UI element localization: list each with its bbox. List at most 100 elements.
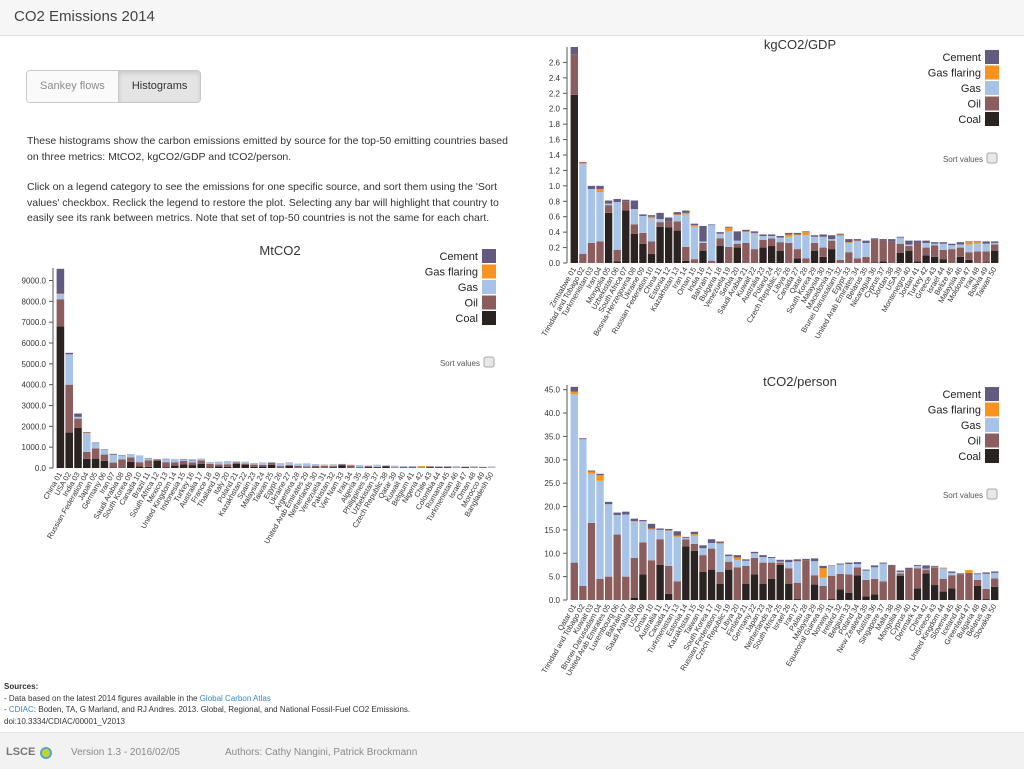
legend-item-oil[interactable]: Oil: [968, 96, 999, 111]
bar-segment-cement[interactable]: [802, 558, 810, 561]
legend-swatch[interactable]: [985, 418, 999, 432]
bar-segment-oil[interactable]: [922, 247, 930, 256]
bar-segment-gas[interactable]: [373, 464, 381, 467]
bar-segment-gas[interactable]: [162, 459, 170, 463]
bar-segment-oil[interactable]: [776, 562, 784, 565]
bar-libya-26[interactable]: [785, 232, 793, 263]
bar-mongolia-39[interactable]: [896, 570, 905, 600]
bar-segment-cement[interactable]: [118, 455, 126, 456]
tab-histograms[interactable]: Histograms: [117, 71, 201, 102]
bar-segment-cement[interactable]: [896, 236, 905, 238]
bar-segment-coal[interactable]: [443, 467, 452, 468]
bar-segment-cement[interactable]: [647, 523, 656, 529]
bar-segment-oil[interactable]: [759, 562, 767, 584]
bar-segment-oil[interactable]: [776, 242, 784, 251]
bar-segment-coal[interactable]: [853, 575, 862, 600]
bar-segment-cement[interactable]: [793, 232, 802, 235]
bar-segment-coal[interactable]: [223, 466, 232, 468]
bar-segment-oil[interactable]: [91, 448, 100, 459]
bar-viet-nam-33[interactable]: [338, 463, 346, 468]
legend-swatch[interactable]: [985, 81, 999, 95]
bar-segment-gas[interactable]: [991, 572, 999, 579]
bar-segment-oil[interactable]: [870, 239, 879, 263]
bar-segment-oil[interactable]: [759, 239, 767, 248]
bar-segment-oil[interactable]: [802, 560, 810, 600]
bar-estonia-12[interactable]: [664, 217, 673, 263]
bar-india-03[interactable]: [74, 413, 82, 468]
bar-segment-oil[interactable]: [364, 466, 373, 468]
bar-segment-gas[interactable]: [922, 568, 930, 570]
bar-czech-republic-25[interactable]: [776, 236, 784, 263]
bar-nigeria-42[interactable]: [417, 466, 425, 469]
bar-segment-gas-flaring[interactable]: [596, 188, 604, 193]
bar-segment-cement[interactable]: [922, 565, 930, 569]
bar-segment-gas[interactable]: [391, 465, 399, 468]
bar-segment-cement[interactable]: [596, 185, 604, 189]
bar-segment-gas[interactable]: [100, 449, 109, 455]
bar-segment-gas-flaring[interactable]: [83, 432, 91, 434]
bar-segment-oil[interactable]: [656, 222, 664, 227]
bar-segment-oil[interactable]: [408, 466, 417, 468]
bar-spain-23[interactable]: [250, 463, 258, 468]
bar-malaysia-24[interactable]: [259, 462, 267, 468]
bar-segment-gas[interactable]: [656, 219, 664, 223]
bar-turkmenistan-46[interactable]: [452, 466, 461, 468]
bar-segment-cement[interactable]: [673, 531, 681, 536]
bar-segment-coal[interactable]: [776, 564, 784, 600]
bar-segment-cement[interactable]: [682, 210, 690, 213]
bar-segment-gas[interactable]: [579, 164, 587, 254]
bar-segment-cement[interactable]: [630, 200, 639, 209]
bar-segment-coal[interactable]: [664, 593, 673, 600]
bar-malaysia-46[interactable]: [956, 242, 965, 263]
bar-trinidad-and-tobago-02[interactable]: [579, 161, 587, 263]
bar-segment-gas[interactable]: [836, 564, 844, 574]
bar-taiwan-25[interactable]: [267, 461, 276, 469]
bar-segment-oil[interactable]: [707, 548, 716, 570]
bar-segment-gas-flaring[interactable]: [819, 568, 827, 578]
bar-segment-oil[interactable]: [905, 246, 913, 251]
bar-segment-gas[interactable]: [759, 236, 767, 240]
bar-segment-gas[interactable]: [639, 521, 647, 543]
bar-segment-gas[interactable]: [647, 218, 656, 242]
bar-segment-gas[interactable]: [604, 504, 613, 577]
bar-segment-coal[interactable]: [930, 585, 939, 600]
cdiac-link[interactable]: CDIAC: [8, 705, 34, 714]
bar-segment-oil[interactable]: [56, 299, 65, 327]
bar-segment-gas[interactable]: [733, 560, 741, 568]
bar-segment-coal[interactable]: [725, 569, 733, 600]
bar-malaysia-29[interactable]: [810, 558, 819, 600]
bar-segment-cement[interactable]: [570, 47, 578, 55]
bar-segment-oil[interactable]: [179, 460, 188, 465]
bar-segment-gas[interactable]: [487, 466, 496, 468]
bar-segment-oil[interactable]: [285, 464, 293, 466]
bar-segment-cement[interactable]: [579, 161, 587, 163]
bar-segment-cement[interactable]: [922, 240, 930, 243]
bar-segment-cement[interactable]: [109, 453, 117, 455]
bar-segment-cement[interactable]: [690, 223, 699, 226]
bar-romania-45[interactable]: [443, 466, 452, 468]
bar-segment-gas[interactable]: [461, 466, 469, 467]
bar-segment-gas[interactable]: [682, 214, 690, 247]
bar-segment-oil[interactable]: [673, 581, 681, 600]
bar-segment-cement[interactable]: [948, 243, 956, 246]
bar-libya-20[interactable]: [733, 555, 741, 600]
bar-segment-gas-flaring[interactable]: [587, 471, 596, 474]
bar-qatar-28[interactable]: [802, 231, 810, 263]
legend-item-oil[interactable]: Oil: [968, 433, 999, 448]
bar-bosnia-herzegovina-08[interactable]: [630, 200, 639, 263]
bar-segment-cement[interactable]: [862, 569, 870, 571]
bar-segment-coal[interactable]: [810, 584, 819, 600]
bar-segment-gas[interactable]: [294, 463, 302, 466]
bar-segment-gas[interactable]: [845, 564, 853, 575]
bar-segment-cement[interactable]: [845, 239, 853, 243]
bar-segment-coal[interactable]: [759, 247, 767, 263]
legend-label[interactable]: Gas flaring: [928, 405, 981, 417]
bar-segment-coal[interactable]: [435, 467, 443, 468]
bar-ukraine-09[interactable]: [639, 214, 647, 263]
bar-south-korea-17[interactable]: [707, 539, 716, 600]
bar-segment-oil[interactable]: [613, 249, 621, 262]
bar-segment-gas-flaring[interactable]: [647, 528, 656, 530]
bar-segment-coal[interactable]: [215, 466, 223, 468]
bar-segment-gas[interactable]: [647, 529, 656, 561]
bar-segment-coal[interactable]: [144, 466, 153, 468]
